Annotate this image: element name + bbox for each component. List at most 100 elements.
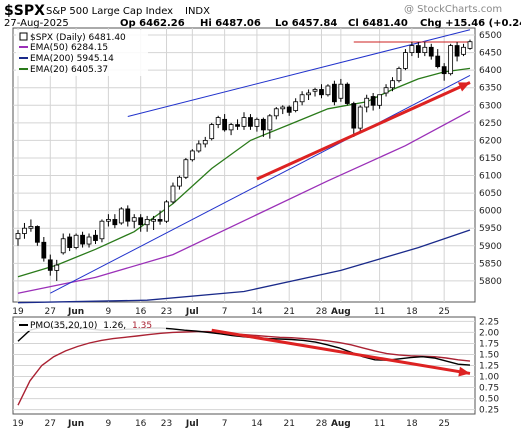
pmo-signal-value: 1.35 <box>132 321 152 331</box>
price-trend-arrow-head <box>457 82 470 92</box>
pmo-x-tick-label: 14 <box>251 419 263 429</box>
price-x-tick-label: 23 <box>161 307 172 317</box>
candle-body <box>331 83 337 103</box>
pmo-x-axis: 19 27 Jun 9 16 23 Jul 7 14 21 28 Aug 11 18 25 <box>12 419 450 429</box>
pmo-x-tick-label: 7 <box>222 419 228 429</box>
candle-body <box>170 185 176 203</box>
channel-lower-line <box>50 74 471 294</box>
candle-body <box>273 108 279 117</box>
price-y-tick-label: 6450 <box>479 49 502 59</box>
price-y-tick-label: 6150 <box>479 154 502 164</box>
candle-body <box>435 55 441 68</box>
candle-body <box>67 236 73 248</box>
pmo-y-tick-label: 0.25 <box>479 406 499 416</box>
price-x-tick-label: 28 <box>316 307 328 317</box>
candle-body <box>112 219 118 226</box>
candle-body <box>377 94 383 106</box>
low-value: Lo 6457.84 <box>275 18 337 29</box>
pmo-x-tick-label: Jul <box>185 419 199 429</box>
legend-spx: $SPX (Daily) 6481.40 <box>19 32 126 43</box>
candle-body <box>344 83 350 104</box>
candle-body <box>54 264 60 271</box>
candle-body <box>351 103 357 129</box>
price-x-tick-label: 25 <box>438 307 449 317</box>
change-value: Chg +15.46 (+0.24%) <box>420 18 521 29</box>
legend-box <box>16 30 148 76</box>
candle-body <box>422 46 428 53</box>
pmo-legend: PMO(35,20,10) 1.26, 1.35 <box>16 319 166 331</box>
pmo-y-axis: 0.250.500.751.001.25 1.501.752.002.25 <box>479 317 499 415</box>
symbol-label: $SPX <box>4 3 45 19</box>
candle-body <box>461 46 466 55</box>
candle-body <box>338 83 344 99</box>
pmo-y-tick-label: 1.25 <box>479 362 499 372</box>
price-x-tick-label: 16 <box>135 307 147 317</box>
candle-swatch <box>19 32 28 41</box>
close-value: Cl 6481.40 <box>348 18 408 29</box>
price-y-tick-label: 6100 <box>479 172 502 182</box>
pmo-x-tick-label: 27 <box>45 419 56 429</box>
candle-body <box>299 94 305 103</box>
legend-ema200-label: EMA(200) 5945.14 <box>30 54 114 64</box>
price-y-axis: 5800 5850 5900 5950 6000 6050 6100 6150 6200 6250… <box>479 31 502 287</box>
candle-body <box>144 219 150 226</box>
price-x-tick-label: 18 <box>406 307 418 317</box>
candle-body <box>280 106 286 110</box>
pmo-x-tick-label: Aug <box>331 419 351 429</box>
candle-body <box>357 106 363 129</box>
candle-body <box>403 52 408 69</box>
pmo-y-tick-label: 2.00 <box>479 328 499 338</box>
pmo-x-tick-label: 21 <box>283 419 294 429</box>
candle-body <box>41 241 47 259</box>
candle-body <box>248 117 253 127</box>
pmo-trend-arrow-head <box>458 366 470 377</box>
price-x-tick-label: 11 <box>374 307 385 317</box>
candle-body <box>106 219 111 222</box>
pmo-x-tick-label: 16 <box>135 419 147 429</box>
pmo-y-tick-label: 0.50 <box>479 395 499 405</box>
price-y-tick-label: 5800 <box>479 277 502 287</box>
price-y-tick-label: 5950 <box>479 224 502 234</box>
candle-body <box>222 118 228 131</box>
pmo-y-tick-label: 2.25 <box>479 317 499 327</box>
candle-body <box>80 234 85 245</box>
candle-body <box>189 150 195 161</box>
candle-body <box>454 45 460 57</box>
candle-body <box>286 106 292 113</box>
candle-body <box>228 124 234 131</box>
candle-body <box>319 89 324 96</box>
price-x-tick-label: Aug <box>331 307 351 317</box>
candle-body <box>131 217 137 222</box>
pmo-value: 1.26, <box>103 321 126 331</box>
price-trend-arrow-shaft <box>256 81 471 181</box>
pmo-x-tick-label: 9 <box>106 419 112 429</box>
candle-body <box>28 226 34 229</box>
candle-body <box>86 236 92 245</box>
open-value: Op 6462.26 <box>120 18 185 29</box>
candle-body <box>157 219 163 222</box>
candle-body <box>267 115 273 131</box>
price-y-tick-label: 6500 <box>479 31 502 41</box>
price-x-tick-label: 27 <box>45 307 56 317</box>
legend-ema200: EMA(200) 5945.14 <box>19 54 114 64</box>
candle-body <box>428 46 434 57</box>
price-y-tick-label: 6200 <box>479 136 502 146</box>
candle-body <box>164 201 169 222</box>
legend-spx-label: $SPX (Daily) 6481.40 <box>30 33 126 43</box>
candle-body <box>241 117 247 127</box>
candle-body <box>99 220 105 240</box>
candle-body <box>383 87 389 94</box>
pmo-y-tick-label: 0.75 <box>479 384 499 394</box>
pmo-y-tick-label: 1.00 <box>479 373 499 383</box>
price-x-tick-label: 7 <box>222 307 228 317</box>
candle-body <box>254 118 260 127</box>
ema50-line <box>17 110 471 294</box>
pmo-x-tick-label: 11 <box>374 419 385 429</box>
pmo-y-tick-label: 1.75 <box>479 339 499 349</box>
candle-body <box>22 227 27 234</box>
legend-ema50: EMA(50) 6284.15 <box>19 43 108 53</box>
candle-body <box>60 238 66 254</box>
price-y-tick-label: 5850 <box>479 259 502 269</box>
pmo-legend-box <box>16 319 166 331</box>
price-x-tick-label: 21 <box>283 307 294 317</box>
